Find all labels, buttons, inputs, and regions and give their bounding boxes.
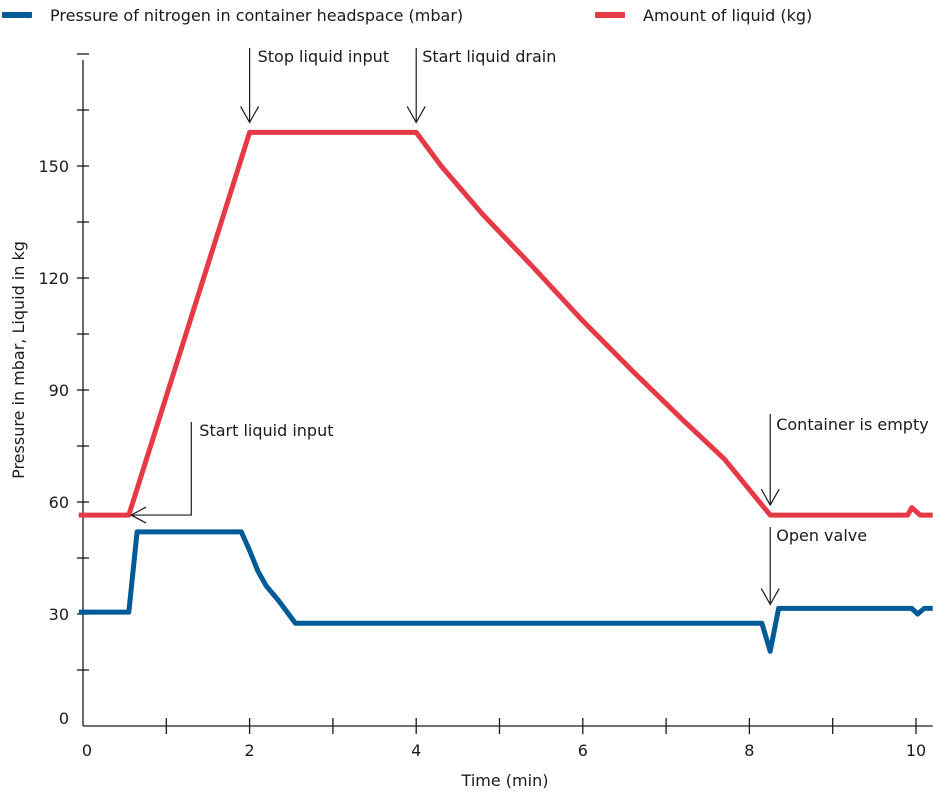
arrow-container-empty-head xyxy=(760,488,780,507)
annotation-stop-input: Stop liquid input xyxy=(258,47,390,66)
arrow-stop-input-head xyxy=(240,106,260,124)
x-axis-title: Time (min) xyxy=(461,771,549,790)
arrow-start-input-shaft xyxy=(131,422,192,516)
y-tick-label: 0 xyxy=(59,709,69,728)
y-tick-label: 60 xyxy=(49,493,69,512)
annotation-container-empty: Container is empty xyxy=(776,415,928,434)
y-tick-label: 150 xyxy=(38,157,69,176)
y-tick-label: 30 xyxy=(49,605,69,624)
annotation-start-drain: Start liquid drain xyxy=(422,47,556,66)
x-tick-label: 6 xyxy=(578,741,588,760)
x-tick-label: 0 xyxy=(82,741,92,760)
arrow-open-valve-head xyxy=(760,588,780,606)
annotation-open-valve: Open valve xyxy=(776,526,867,545)
legend-label-pressure: Pressure of nitrogen in container headsp… xyxy=(50,5,464,25)
legend-item-pressure: Pressure of nitrogen in container headsp… xyxy=(2,4,463,26)
y-tick-label: 120 xyxy=(38,269,69,288)
legend-label-liquid: Amount of liquid (kg) xyxy=(643,5,813,25)
series-lines xyxy=(78,129,933,654)
legend-item-liquid: Amount of liquid (kg) xyxy=(595,4,812,26)
arrow-start-drain-head xyxy=(406,106,426,124)
x-tick-label: 10 xyxy=(906,741,926,760)
series-line-liquid xyxy=(78,129,933,518)
axes: 0 30 60 90 120 150 0 2 4 6 8 10 xyxy=(38,53,933,760)
x-tick-label: 8 xyxy=(744,741,754,760)
y-axis-title: Pressure in mbar, Liquid in kg xyxy=(9,241,28,479)
annotations: Stop liquid input Start liquid drain Start… xyxy=(129,47,929,606)
legend-swatch-pressure xyxy=(2,12,32,18)
annotation-start-input: Start liquid input xyxy=(199,421,333,440)
series-line-pressure xyxy=(78,529,933,654)
legend-swatch-liquid xyxy=(595,12,625,18)
x-tick-label: 2 xyxy=(245,741,255,760)
arrow-start-input-head xyxy=(129,506,147,524)
y-tick-label: 90 xyxy=(49,381,69,400)
x-tick-label: 4 xyxy=(411,741,421,760)
